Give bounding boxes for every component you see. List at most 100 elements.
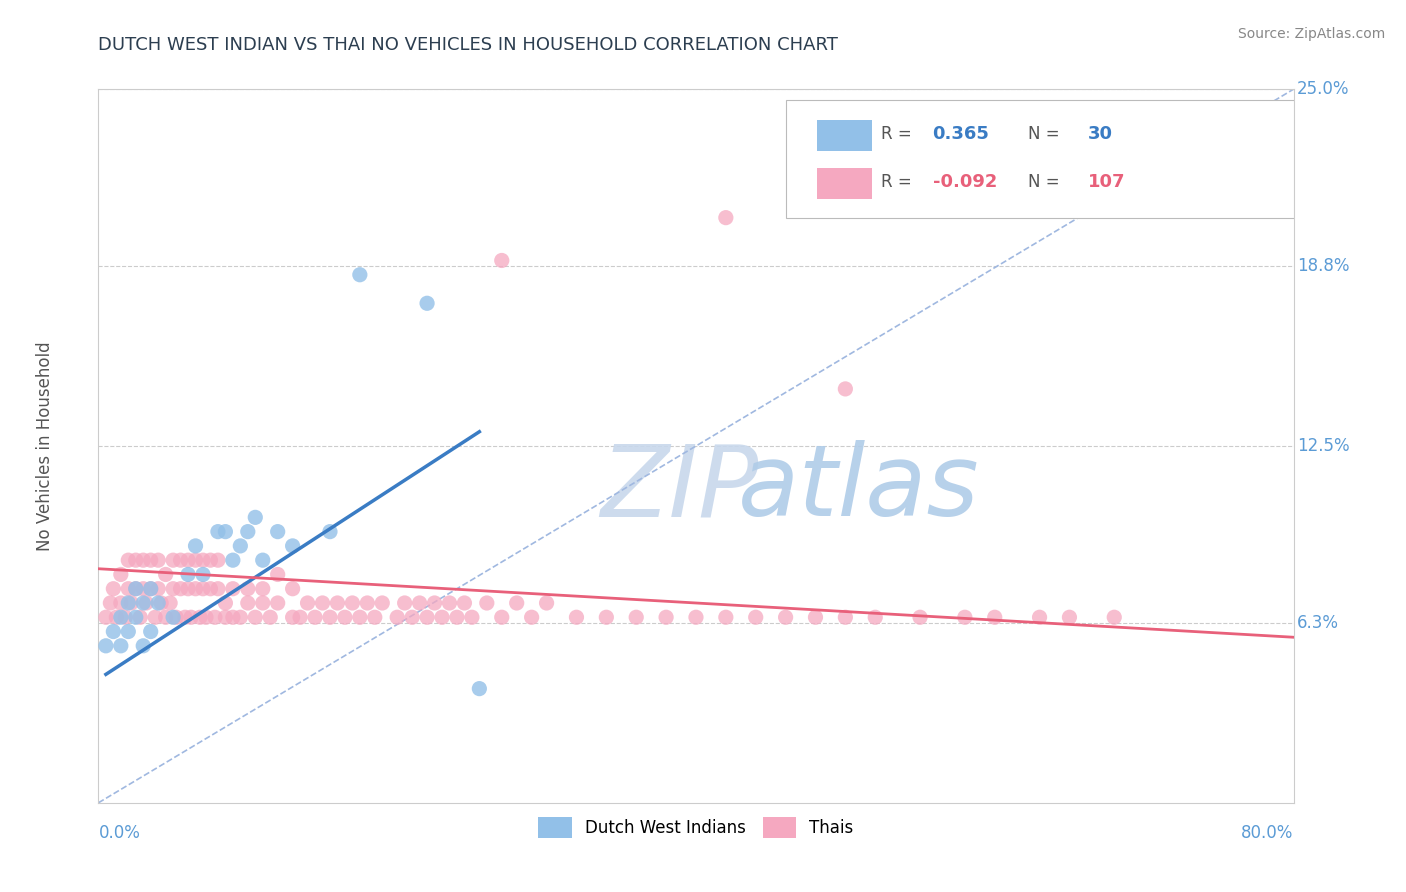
- Text: 0.0%: 0.0%: [98, 824, 141, 842]
- Text: 25.0%: 25.0%: [1298, 80, 1350, 98]
- Point: [207, 524, 229, 539]
- Point: [865, 610, 887, 624]
- Point: [491, 610, 513, 624]
- Point: [281, 582, 304, 596]
- Point: [129, 610, 152, 624]
- Point: [423, 596, 446, 610]
- Point: [139, 582, 162, 596]
- Point: [453, 596, 475, 610]
- Point: [371, 596, 394, 610]
- Point: [439, 596, 461, 610]
- Point: [188, 610, 211, 624]
- Point: [356, 596, 378, 610]
- Point: [117, 596, 139, 610]
- Text: N =: N =: [1028, 125, 1066, 143]
- Point: [148, 596, 170, 610]
- Point: [200, 582, 222, 596]
- Point: [775, 610, 797, 624]
- Point: [236, 596, 259, 610]
- Point: [191, 567, 214, 582]
- Point: [281, 539, 304, 553]
- Point: [162, 610, 184, 624]
- Point: [319, 524, 342, 539]
- Point: [319, 610, 342, 624]
- Point: [94, 610, 117, 624]
- Point: [120, 596, 142, 610]
- Point: [252, 596, 274, 610]
- Point: [132, 596, 155, 610]
- Point: [984, 610, 1007, 624]
- Point: [416, 296, 439, 310]
- Point: [174, 610, 197, 624]
- Point: [259, 610, 281, 624]
- Point: [245, 610, 267, 624]
- Text: 107: 107: [1088, 173, 1125, 191]
- Point: [685, 610, 707, 624]
- Point: [139, 624, 162, 639]
- Point: [1104, 610, 1126, 624]
- Point: [236, 524, 259, 539]
- Point: [103, 624, 125, 639]
- Point: [110, 610, 132, 624]
- Point: [595, 610, 617, 624]
- Point: [184, 553, 207, 567]
- Point: [349, 610, 371, 624]
- Point: [191, 582, 214, 596]
- Text: No Vehicles in Household: No Vehicles in Household: [35, 341, 53, 551]
- Point: [401, 610, 423, 624]
- Text: R =: R =: [882, 125, 917, 143]
- Text: Source: ZipAtlas.com: Source: ZipAtlas.com: [1237, 27, 1385, 41]
- Point: [207, 553, 229, 567]
- Point: [155, 610, 177, 624]
- Point: [125, 553, 148, 567]
- Point: [342, 596, 364, 610]
- Point: [229, 610, 252, 624]
- Point: [288, 610, 311, 624]
- Text: 6.3%: 6.3%: [1298, 614, 1339, 632]
- Point: [475, 596, 498, 610]
- Text: ZIP: ZIP: [600, 441, 759, 537]
- Point: [214, 596, 236, 610]
- Point: [135, 596, 157, 610]
- Point: [520, 610, 543, 624]
- Point: [908, 610, 931, 624]
- Point: [267, 567, 290, 582]
- Point: [214, 610, 236, 624]
- Point: [125, 582, 148, 596]
- Point: [148, 553, 170, 567]
- Text: 0.365: 0.365: [932, 125, 990, 143]
- Point: [267, 524, 290, 539]
- Text: atlas: atlas: [738, 441, 980, 537]
- Point: [222, 582, 245, 596]
- Point: [714, 610, 737, 624]
- Point: [834, 382, 856, 396]
- Point: [252, 582, 274, 596]
- Point: [1028, 610, 1050, 624]
- Point: [110, 567, 132, 582]
- Point: [117, 553, 139, 567]
- Point: [1059, 610, 1081, 624]
- Point: [117, 624, 139, 639]
- Point: [169, 553, 191, 567]
- Point: [214, 524, 236, 539]
- Point: [162, 553, 184, 567]
- Point: [125, 582, 148, 596]
- Point: [714, 211, 737, 225]
- Point: [408, 596, 430, 610]
- Point: [139, 553, 162, 567]
- Text: N =: N =: [1028, 173, 1066, 191]
- Point: [143, 610, 166, 624]
- Point: [953, 610, 976, 624]
- Text: 30: 30: [1088, 125, 1114, 143]
- Point: [461, 610, 484, 624]
- Point: [252, 553, 274, 567]
- Point: [236, 582, 259, 596]
- Point: [267, 596, 290, 610]
- Point: [125, 610, 148, 624]
- Point: [297, 596, 319, 610]
- Point: [204, 610, 226, 624]
- Point: [536, 596, 558, 610]
- Point: [94, 639, 117, 653]
- Point: [468, 681, 491, 696]
- Point: [364, 610, 387, 624]
